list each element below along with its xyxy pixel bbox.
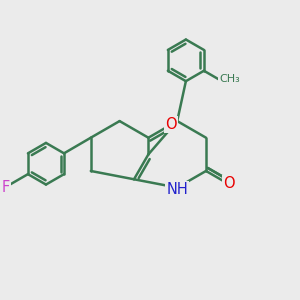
Text: F: F: [2, 180, 10, 195]
Text: NH: NH: [166, 182, 188, 197]
Text: CH₃: CH₃: [219, 74, 240, 84]
Text: O: O: [165, 117, 177, 132]
Text: O: O: [223, 176, 234, 191]
